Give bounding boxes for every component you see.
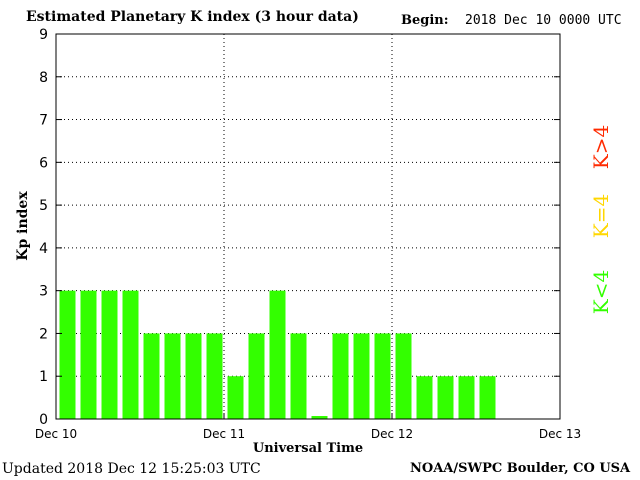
y-tick-label: 1 [39, 369, 48, 385]
y-tick-label: 9 [39, 27, 48, 43]
kp-bar [353, 333, 370, 419]
kp-bar [269, 290, 286, 419]
y-tick-label: 4 [39, 241, 48, 257]
kp-bar [374, 333, 391, 419]
bar-series [59, 290, 496, 419]
kp-bar [80, 290, 97, 419]
kp-bar [59, 290, 76, 419]
kp-bar [101, 290, 118, 419]
x-tick-label: Dec 13 [539, 427, 581, 441]
kp-bar [458, 376, 475, 419]
kp-bar [227, 376, 244, 419]
chart-title: Estimated Planetary K index (3 hour data… [26, 9, 359, 25]
kp-bar [290, 333, 307, 419]
x-tick-label: Dec 10 [35, 427, 77, 441]
grid-lines [56, 34, 560, 419]
y-tick-label: 7 [39, 113, 48, 129]
x-axis-ticks: Dec 10 Dec 11 Dec 12 Dec 13 [35, 413, 581, 441]
kp-bar [206, 333, 223, 419]
kp-bar [479, 376, 496, 419]
legend: K>4 K=4 K<4 [589, 125, 613, 314]
y-tick-label: 2 [39, 326, 48, 342]
kp-bar [248, 333, 265, 419]
updated-timestamp: Updated 2018 Dec 12 15:25:03 UTC [2, 461, 261, 477]
y-axis-ticks: 0 1 2 3 4 5 6 7 8 9 [39, 27, 560, 428]
legend-item: K>4 [589, 125, 613, 169]
begin-label: Begin: [401, 13, 449, 28]
source-credit: NOAA/SWPC Boulder, CO USA [410, 461, 631, 476]
kp-bar [437, 376, 454, 419]
x-axis-label: Universal Time [253, 441, 363, 456]
kp-bar [332, 333, 349, 419]
x-tick-label: Dec 11 [203, 427, 245, 441]
kp-bar [164, 333, 181, 419]
y-tick-label: 8 [39, 70, 48, 86]
plot-frame [55, 33, 561, 420]
legend-item: K=4 [589, 194, 613, 238]
begin-value: 2018 Dec 10 0000 UTC [465, 13, 622, 28]
y-tick-label: 5 [39, 198, 48, 214]
kp-bar [311, 416, 328, 419]
x-tick-label: Dec 12 [371, 427, 413, 441]
kp-bar [122, 290, 139, 419]
y-axis-label: Kp index [15, 191, 31, 261]
y-tick-label: 6 [39, 155, 48, 171]
legend-item: K<4 [589, 270, 613, 314]
y-tick-label: 0 [39, 412, 48, 428]
kp-bar [185, 333, 202, 419]
kp-bar [395, 333, 412, 419]
y-tick-label: 3 [39, 284, 48, 300]
kp-bar [143, 333, 160, 419]
kp-bar [416, 376, 433, 419]
